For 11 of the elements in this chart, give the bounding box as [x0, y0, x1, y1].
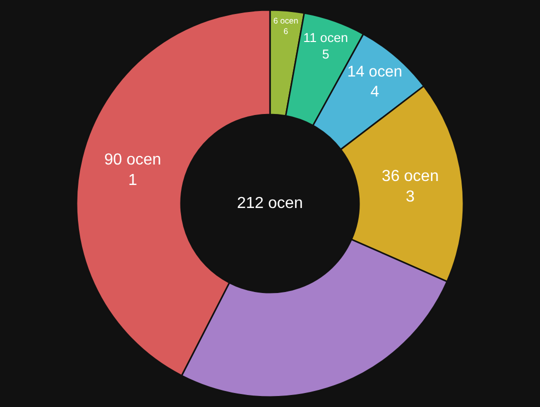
slice-label: 6	[283, 27, 288, 36]
slice-label: 1	[128, 172, 138, 190]
slice-label: 4	[370, 83, 380, 100]
data-label: 36 ocen	[382, 168, 439, 185]
slice-label: 3	[406, 188, 415, 206]
text: 212 ocen	[237, 195, 303, 212]
data-label: 6 ocen	[273, 16, 299, 26]
data-label: 90 ocen	[104, 151, 162, 168]
slice-label: 5	[322, 46, 330, 62]
data-label: 14 ocen	[347, 63, 402, 80]
data-label: 11 ocen	[303, 30, 348, 45]
